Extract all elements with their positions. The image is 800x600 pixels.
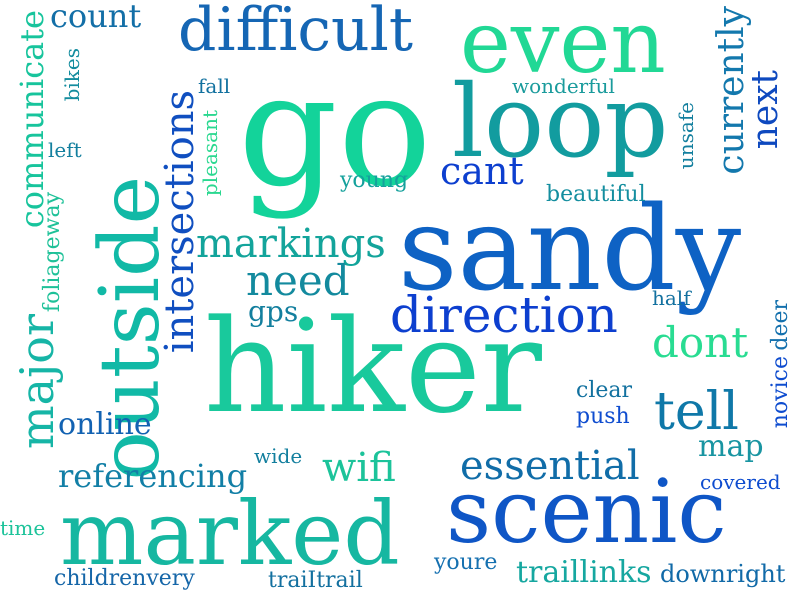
word-markings: markings: [196, 221, 386, 267]
word-half: half: [652, 286, 691, 310]
word-essential: essential: [460, 443, 640, 489]
word-hiker: hiker: [204, 293, 542, 442]
word-traiitrail: traiItrail: [268, 568, 363, 593]
word-traillinks: traillinks: [516, 555, 652, 590]
word-referencing: referencing: [58, 457, 248, 495]
word-sandy: sandy: [398, 182, 742, 317]
word-online: online: [58, 407, 152, 442]
word-wide: wide: [254, 444, 303, 468]
word-wonderful: wonderful: [512, 74, 615, 98]
word-next: next: [745, 70, 786, 150]
word-downright: downright: [660, 560, 786, 588]
word-difficult: difficult: [178, 0, 413, 65]
word-go: go: [238, 39, 432, 221]
word-loop: loop: [452, 63, 669, 180]
word-young: young: [340, 168, 409, 193]
word-tell: tell: [654, 382, 739, 442]
word-childrenvery: childrenvery: [54, 566, 195, 591]
word-clear: clear: [576, 378, 633, 403]
word-even: even: [460, 0, 666, 93]
word-major: major: [10, 314, 64, 449]
word-youre: youre: [434, 550, 498, 575]
word-novice: novice: [768, 356, 793, 429]
word-dont: dont: [652, 318, 749, 367]
word-count: count: [50, 0, 142, 35]
word-pleasant: pleasant: [198, 110, 222, 197]
word-time: time: [0, 516, 46, 540]
word-fall: fall: [198, 74, 231, 98]
word-intersections: intersections: [157, 90, 203, 354]
word-need: need: [246, 256, 350, 305]
word-map: map: [698, 429, 764, 464]
word-deer: deer: [768, 300, 793, 351]
word-bikes: bikes: [60, 48, 84, 102]
word-covered: covered: [700, 470, 781, 494]
word-gps: gps: [248, 295, 299, 328]
word-push: push: [576, 404, 630, 429]
word-unsafe: unsafe: [674, 102, 698, 170]
word-direction: direction: [390, 286, 618, 344]
word-left: left: [48, 138, 82, 162]
word-marked: marked: [60, 482, 400, 585]
word-scenic: scenic: [446, 460, 727, 563]
word-wifi: wifi: [322, 445, 396, 491]
word-foliageway: foliageway: [40, 192, 65, 313]
word-cant: cant: [440, 149, 524, 193]
word-beautiful: beautiful: [546, 182, 646, 207]
